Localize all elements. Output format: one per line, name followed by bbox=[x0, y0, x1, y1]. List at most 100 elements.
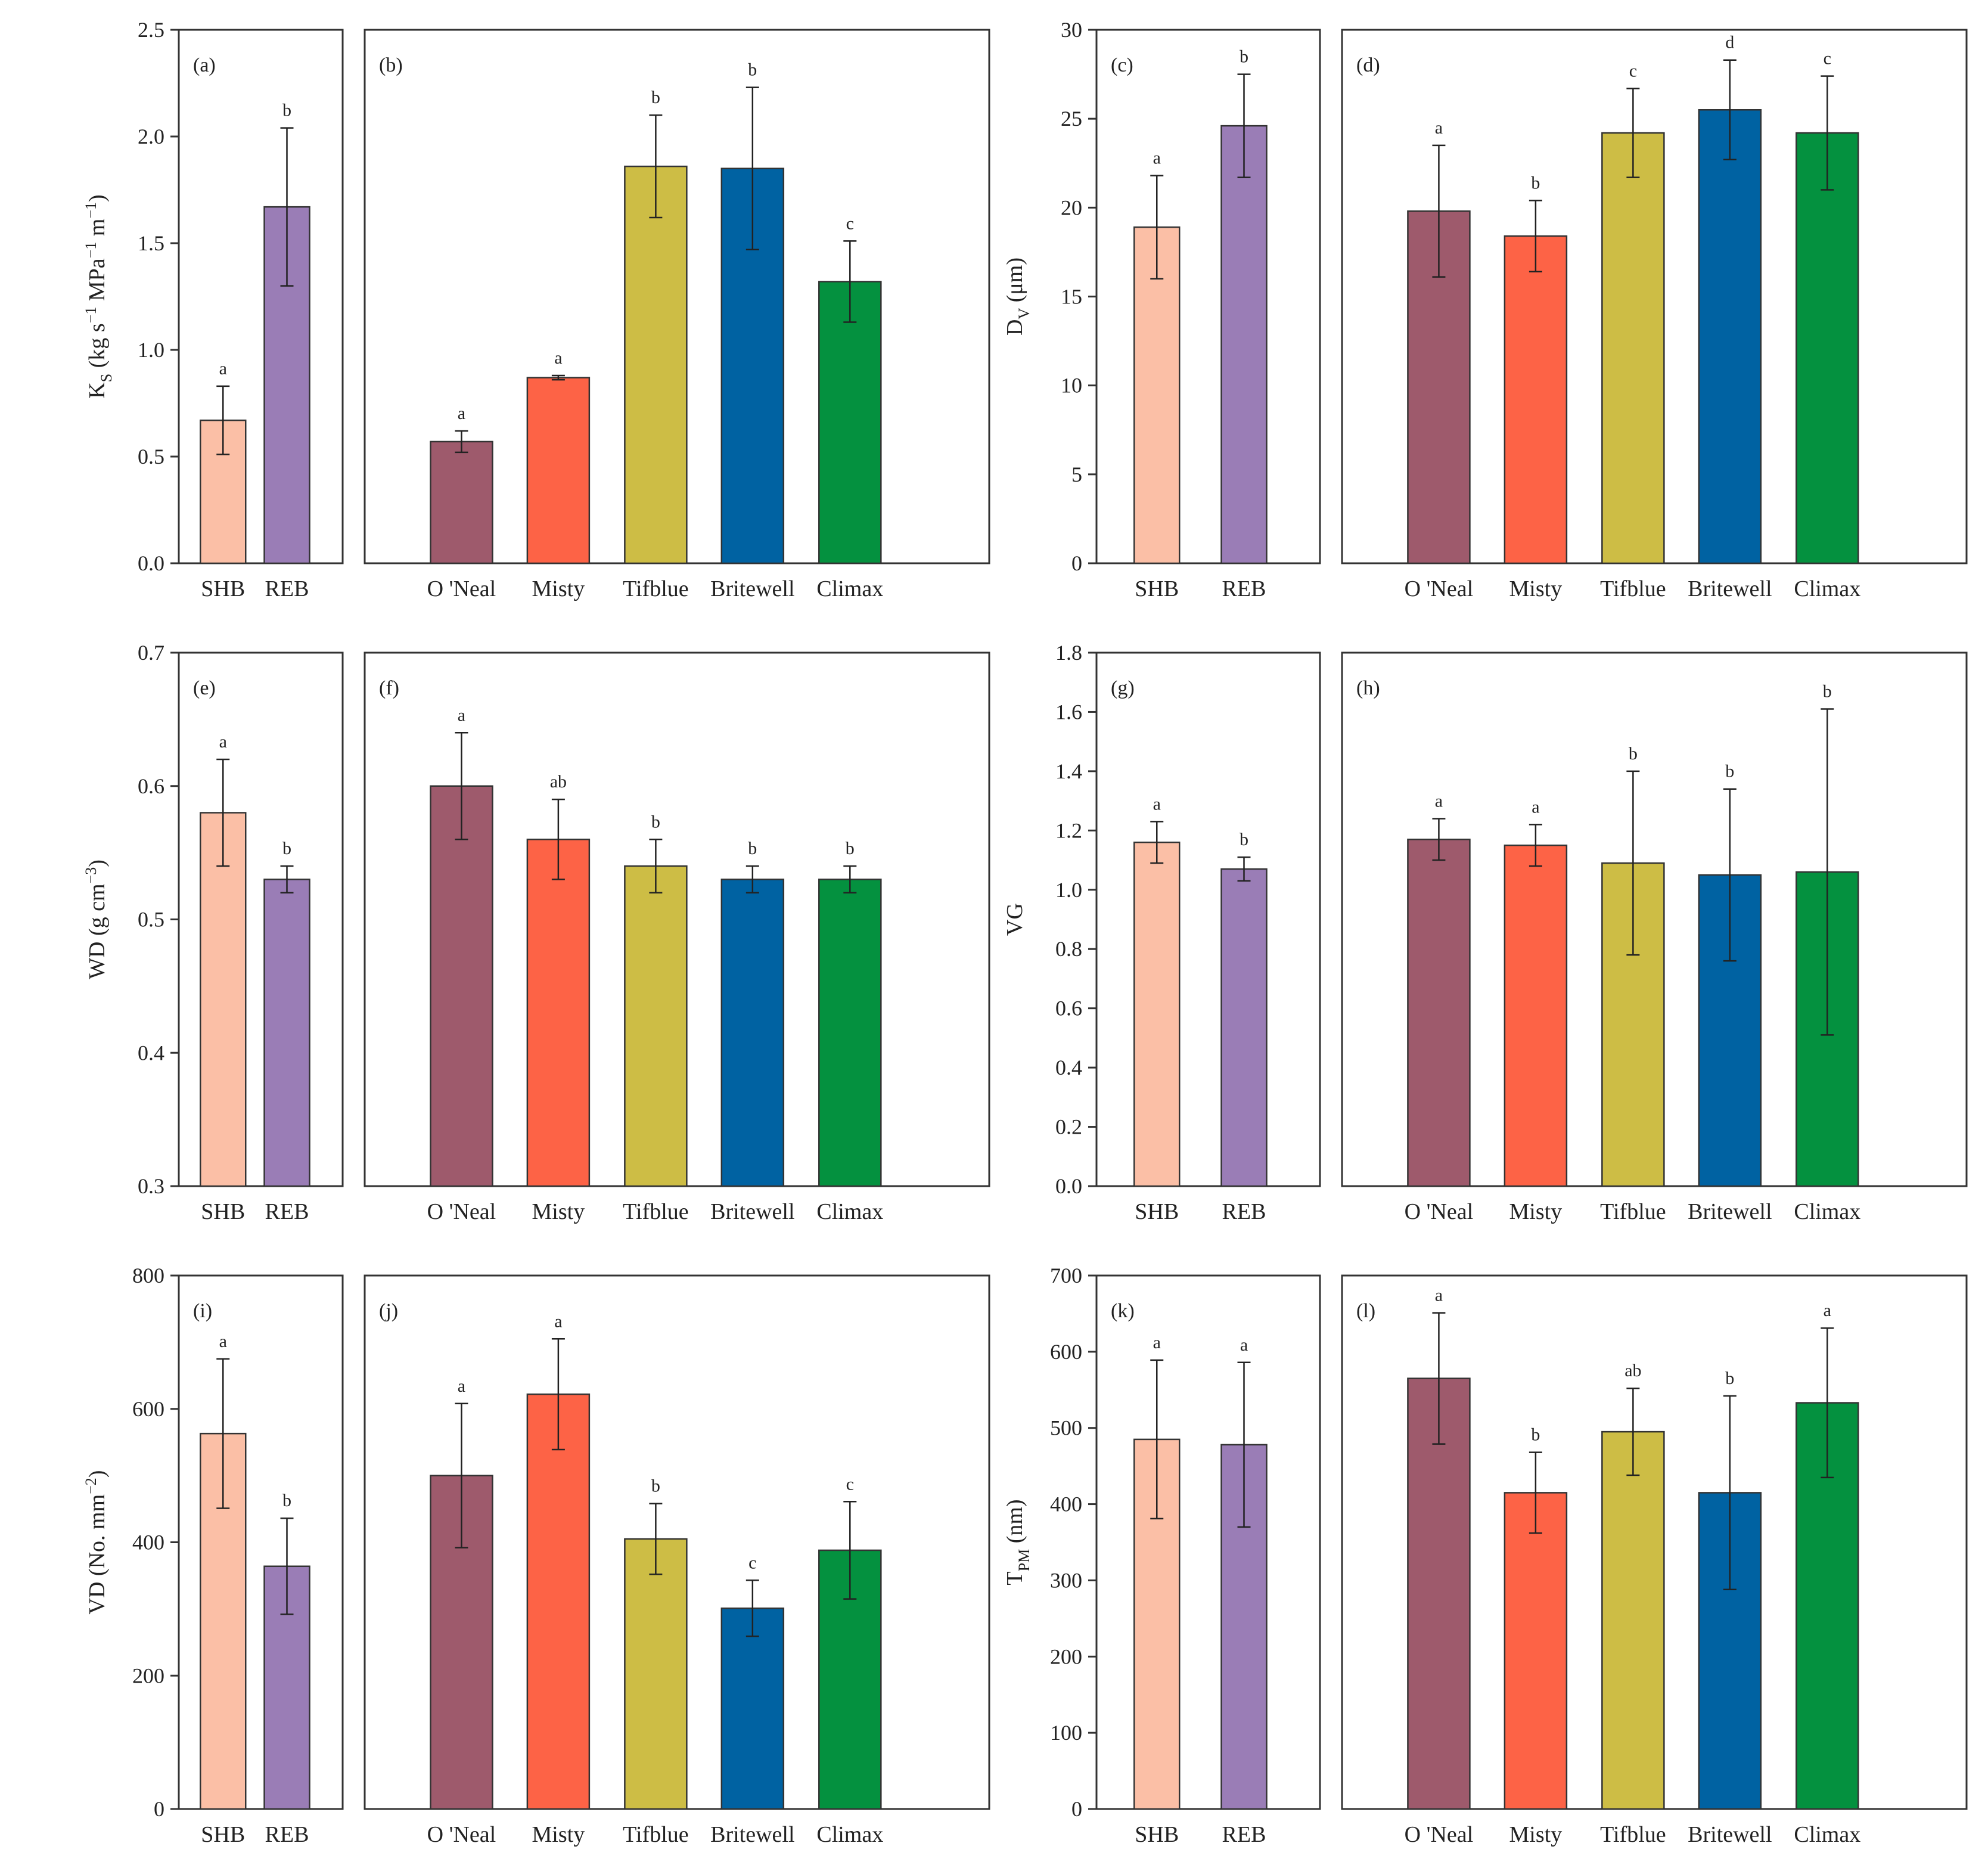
error-bar-o-neal bbox=[1432, 1312, 1446, 1445]
y-tick-label: 300 bbox=[1050, 1568, 1082, 1592]
y-tick-label: 20 bbox=[1061, 196, 1082, 219]
bar-shb bbox=[1133, 226, 1181, 564]
significance-letter: b bbox=[282, 839, 291, 858]
x-tick-label-climax: Climax bbox=[816, 1822, 883, 1847]
bar-climax bbox=[818, 879, 882, 1187]
bar-misty bbox=[526, 1393, 591, 1810]
bar-climax bbox=[1796, 132, 1859, 564]
x-tick-label-o-neal: O 'Neal bbox=[1405, 576, 1474, 601]
error-bar-misty bbox=[1529, 1451, 1542, 1534]
significance-letter: a bbox=[1153, 148, 1161, 168]
significance-letter: c bbox=[846, 213, 854, 233]
x-tick-label-misty: Misty bbox=[1509, 576, 1563, 601]
panel-label: (b) bbox=[379, 54, 403, 76]
significance-letter: b bbox=[1240, 830, 1248, 849]
y-tick-label: 25 bbox=[1061, 107, 1082, 131]
x-tick-label-misty: Misty bbox=[1509, 1822, 1563, 1847]
x-tick-label-tifblue: Tifblue bbox=[623, 576, 689, 601]
error-bar-reb bbox=[280, 127, 294, 287]
y-axis-label: WD (g cm−3) bbox=[82, 859, 110, 979]
x-tick-label-shb: SHB bbox=[201, 1822, 245, 1847]
plot-frame bbox=[1095, 1274, 1321, 1810]
y-tick-label: 15 bbox=[1061, 285, 1082, 309]
y-tick-label: 0.0 bbox=[1055, 1174, 1082, 1198]
x-tick-label-tifblue: Tifblue bbox=[623, 1199, 689, 1224]
significance-letter: a bbox=[458, 705, 465, 725]
chart-panel-i: (i) 0 200 400 600 800 VD (No. mm−2) a SHB b REB bbox=[82, 1264, 344, 1847]
x-tick-label-shb: SHB bbox=[201, 576, 245, 601]
x-tick-label-tifblue: Tifblue bbox=[623, 1822, 689, 1847]
y-tick-label: 0.5 bbox=[138, 908, 164, 932]
x-tick-label-shb: SHB bbox=[201, 1199, 245, 1224]
error-bar-shb bbox=[216, 1358, 230, 1509]
error-bar-shb bbox=[1150, 1359, 1164, 1520]
error-bar-o-neal bbox=[1432, 818, 1446, 861]
bar-tifblue bbox=[1601, 132, 1665, 564]
bar-o-neal bbox=[1407, 839, 1471, 1187]
bar-reb bbox=[263, 879, 310, 1187]
error-bar-reb bbox=[1237, 1361, 1251, 1528]
significance-letter: b bbox=[748, 839, 757, 858]
x-tick-label-o-neal: O 'Neal bbox=[1405, 1199, 1474, 1224]
x-tick-label-britewell: Britewell bbox=[710, 1822, 794, 1847]
bar-climax bbox=[818, 281, 882, 564]
y-tick-label: 10 bbox=[1061, 374, 1082, 398]
error-bar-reb bbox=[280, 1517, 294, 1615]
error-bar-misty bbox=[551, 798, 565, 880]
error-bar-shb bbox=[216, 758, 230, 867]
significance-letter: a bbox=[1435, 1286, 1443, 1305]
y-tick-label: 0.4 bbox=[138, 1041, 164, 1065]
x-tick-label-o-neal: O 'Neal bbox=[427, 576, 496, 601]
x-tick-label-climax: Climax bbox=[1794, 1199, 1860, 1224]
significance-letter: b bbox=[1531, 1425, 1540, 1445]
error-bar-shb bbox=[1150, 821, 1164, 864]
x-tick-label-britewell: Britewell bbox=[710, 1199, 794, 1224]
y-tick-label: 1.6 bbox=[1055, 700, 1082, 724]
bar-shb bbox=[200, 812, 247, 1187]
plot-frame bbox=[178, 29, 344, 564]
x-tick-label-tifblue: Tifblue bbox=[1600, 576, 1666, 601]
significance-letter: b bbox=[1240, 47, 1248, 67]
bar-tifblue bbox=[624, 165, 688, 564]
significance-letter: b bbox=[1531, 173, 1540, 193]
x-tick-label-shb: SHB bbox=[1135, 576, 1179, 601]
x-tick-label-reb: REB bbox=[1222, 1822, 1266, 1847]
error-bar-shb bbox=[216, 385, 230, 455]
error-bar-britewell bbox=[1723, 788, 1737, 962]
significance-letter: b bbox=[651, 88, 660, 107]
significance-letter: b bbox=[651, 812, 660, 831]
y-tick-label: 0 bbox=[1071, 1797, 1082, 1821]
y-tick-label: 600 bbox=[1050, 1340, 1082, 1364]
y-tick-label: 0.3 bbox=[138, 1174, 164, 1198]
y-tick-label: 2.5 bbox=[138, 18, 164, 42]
error-bar-reb bbox=[280, 865, 294, 893]
y-axis-label: TPM (nm) bbox=[1002, 1499, 1033, 1585]
y-tick-label: 1.0 bbox=[138, 338, 164, 362]
significance-letter: a bbox=[554, 348, 562, 368]
error-bar-misty bbox=[551, 1338, 565, 1451]
x-tick-label-reb: REB bbox=[1222, 1199, 1266, 1224]
y-tick-label: 2.0 bbox=[138, 125, 164, 148]
error-bar-britewell bbox=[1723, 1395, 1737, 1591]
significance-letter: b bbox=[282, 101, 291, 120]
y-tick-label: 0.7 bbox=[138, 641, 164, 665]
significance-letter: c bbox=[1824, 49, 1831, 69]
x-tick-label-britewell: Britewell bbox=[1688, 1822, 1772, 1847]
x-tick-label-shb: SHB bbox=[1135, 1199, 1179, 1224]
significance-letter: b bbox=[651, 1476, 660, 1496]
x-tick-label-climax: Climax bbox=[1794, 1822, 1860, 1847]
error-bar-misty bbox=[551, 374, 565, 381]
x-tick-label-misty: Misty bbox=[532, 1822, 585, 1847]
y-tick-label: 1.0 bbox=[1055, 878, 1082, 902]
significance-letter: a bbox=[1435, 791, 1443, 811]
bar-o-neal bbox=[430, 785, 493, 1187]
x-tick-label-reb: REB bbox=[1222, 576, 1266, 601]
bar-misty bbox=[1504, 1492, 1568, 1810]
error-bar-britewell bbox=[746, 865, 759, 893]
significance-letter: a bbox=[458, 404, 465, 423]
x-tick-label-o-neal: O 'Neal bbox=[427, 1822, 496, 1847]
x-tick-label-britewell: Britewell bbox=[1688, 576, 1772, 601]
panel-label: (e) bbox=[193, 677, 216, 699]
significance-letter: c bbox=[748, 1553, 756, 1572]
error-bar-tifblue bbox=[1626, 770, 1640, 956]
